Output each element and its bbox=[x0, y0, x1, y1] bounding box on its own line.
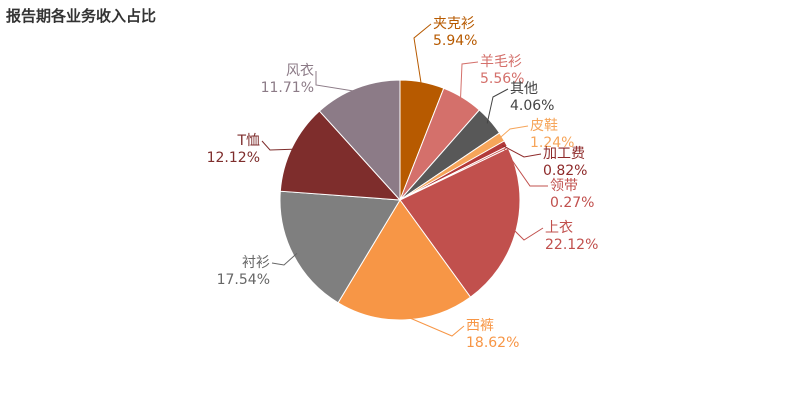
leader-line bbox=[271, 252, 298, 266]
slice-name-label: 衬衫 bbox=[242, 255, 270, 271]
pie-slice bbox=[279, 190, 401, 304]
leader-line bbox=[502, 145, 542, 158]
slice-value-label: 4.06% bbox=[510, 98, 554, 114]
leader-line bbox=[498, 125, 529, 140]
slice-value-label: 5.94% bbox=[433, 33, 477, 49]
leader-lines bbox=[261, 23, 548, 337]
slice-value-label: 12.12% bbox=[207, 150, 260, 166]
pie-slice bbox=[337, 199, 472, 321]
slice-name-label: 西裤 bbox=[466, 318, 494, 334]
slice-value-label: 18.62% bbox=[466, 335, 519, 351]
leader-line bbox=[503, 148, 548, 187]
leader-line bbox=[413, 23, 432, 87]
slice-value-label: 0.27% bbox=[550, 195, 594, 211]
slice-name-label: 夹克衫 bbox=[433, 16, 475, 32]
pie-slices bbox=[279, 79, 521, 321]
slice-value-label: 5.56% bbox=[480, 71, 524, 87]
leader-line bbox=[459, 61, 479, 102]
slice-name-label: 羊毛衫 bbox=[480, 54, 522, 70]
slice-value-label: 1.24% bbox=[530, 135, 574, 151]
slice-value-label: 11.71% bbox=[261, 80, 314, 96]
slice-name-label: 上衣 bbox=[545, 220, 573, 236]
leader-line bbox=[315, 71, 359, 93]
slice-value-label: 22.12% bbox=[545, 237, 598, 253]
pie-slice bbox=[279, 110, 402, 201]
slice-name-label: 领带 bbox=[550, 178, 578, 194]
leader-line bbox=[512, 227, 544, 241]
slice-name-label: 其他 bbox=[510, 81, 538, 97]
pie-slice bbox=[318, 79, 401, 202]
leader-line bbox=[404, 315, 465, 337]
slice-value-label: 17.54% bbox=[217, 272, 270, 288]
leader-line bbox=[261, 140, 296, 151]
chart-title: 报告期各业务收入占比 bbox=[6, 7, 157, 25]
leader-line bbox=[486, 88, 509, 124]
slice-name-label: 皮鞋 bbox=[530, 118, 558, 134]
slice-name-label: T恤 bbox=[236, 133, 260, 149]
slice-value-label: 0.82% bbox=[543, 163, 587, 179]
slice-name-label: 加工费 bbox=[543, 146, 585, 162]
slice-name-label: 风衣 bbox=[286, 63, 314, 79]
